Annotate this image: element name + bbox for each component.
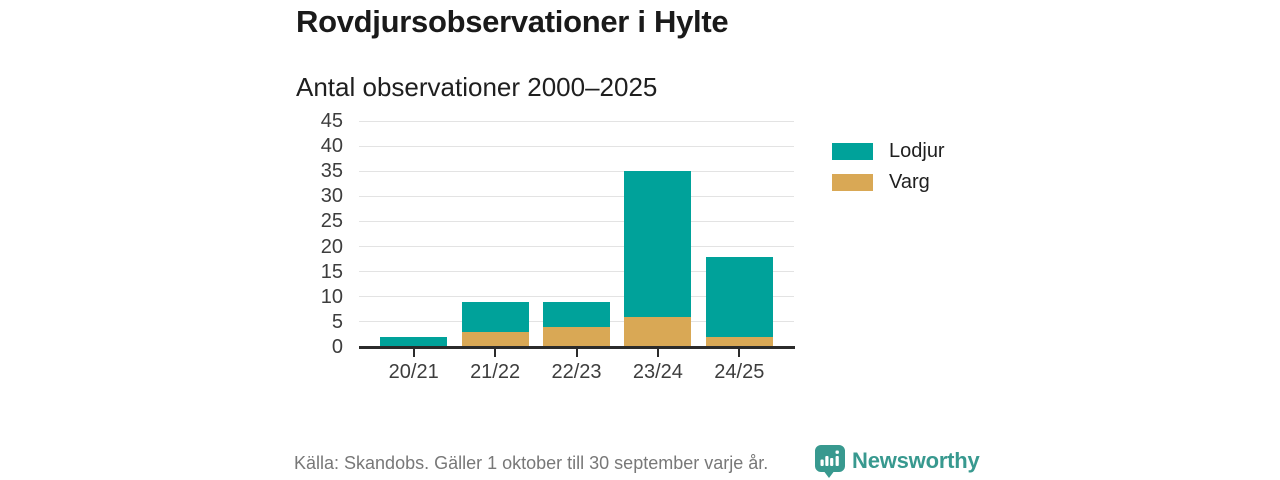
gridline-y-30 bbox=[359, 195, 794, 197]
bar-segment-lodjur-20-21 bbox=[380, 336, 448, 347]
gridline-y-20 bbox=[359, 246, 794, 248]
bar-segment-varg-22-23 bbox=[543, 326, 610, 347]
gridline-y-45 bbox=[359, 120, 794, 122]
legend-swatch-lodjur bbox=[832, 142, 873, 160]
y-tick-label-0: 0 bbox=[331, 336, 343, 358]
newsworthy-wordmark: Newsworthy bbox=[852, 448, 980, 473]
x-axis-line bbox=[359, 346, 795, 349]
y-tick-label-30: 30 bbox=[320, 185, 343, 208]
bar-segment-lodjur-24-25 bbox=[705, 256, 773, 337]
newsworthy-logo-icon bbox=[815, 444, 845, 478]
x-tick-21-22 bbox=[494, 349, 497, 357]
newsworthy-brand-link[interactable]: Newsworthy bbox=[815, 444, 980, 478]
legend-label-varg: Varg bbox=[889, 170, 930, 193]
y-tick-label-10: 10 bbox=[320, 285, 343, 308]
legend-swatch-varg bbox=[832, 173, 873, 191]
bar-segment-lodjur-21-22 bbox=[461, 301, 529, 332]
x-tick-24-25 bbox=[738, 349, 741, 357]
x-tick-20-21 bbox=[412, 349, 415, 357]
legend-item-varg: Varg bbox=[832, 170, 945, 193]
legend-item-lodjur: Lodjur bbox=[832, 139, 945, 162]
chart-subtitle: Antal observationer 2000–2025 bbox=[296, 71, 658, 102]
y-tick-label-40: 40 bbox=[320, 135, 343, 158]
plot-area bbox=[359, 120, 794, 347]
bar-22-23 bbox=[543, 301, 610, 347]
gridline-y-40 bbox=[359, 145, 794, 147]
x-tick-label-22-23: 22/23 bbox=[551, 361, 602, 383]
bar-segment-lodjur-23-24 bbox=[624, 171, 692, 317]
y-tick-label-25: 25 bbox=[320, 210, 343, 233]
bar-segment-lodjur-22-23 bbox=[543, 301, 610, 327]
x-tick-label-21-22: 21/22 bbox=[470, 361, 521, 383]
source-note: Källa: Skandobs. Gäller 1 oktober till 3… bbox=[294, 453, 769, 473]
y-tick-label-45: 45 bbox=[320, 110, 343, 132]
bar-segment-varg-21-22 bbox=[461, 331, 529, 347]
bar-23-24 bbox=[624, 171, 692, 347]
legend: Lodjur Varg bbox=[832, 139, 945, 203]
bar-segment-varg-24-25 bbox=[705, 336, 773, 347]
legend-label-lodjur: Lodjur bbox=[889, 139, 945, 162]
gridline-y-10 bbox=[359, 296, 794, 298]
bar-segment-varg-23-24 bbox=[624, 316, 692, 347]
gridline-y-35 bbox=[359, 170, 794, 172]
y-tick-label-5: 5 bbox=[331, 310, 343, 333]
y-tick-label-15: 15 bbox=[320, 260, 343, 283]
bar-24-25 bbox=[705, 256, 773, 347]
x-tick-label-23-24: 23/24 bbox=[632, 361, 683, 383]
x-tick-label-20-21: 20/21 bbox=[388, 361, 439, 383]
bar-21-22 bbox=[461, 301, 529, 347]
chart-title: Rovdjursobservationer i Hylte bbox=[296, 4, 729, 39]
x-tick-23-24 bbox=[656, 349, 659, 357]
bar-20-21 bbox=[380, 336, 448, 347]
gridline-y-15 bbox=[359, 271, 794, 273]
x-tick-22-23 bbox=[575, 349, 578, 357]
y-tick-label-35: 35 bbox=[320, 160, 343, 183]
x-tick-label-24-25: 24/25 bbox=[714, 361, 765, 383]
y-tick-label-20: 20 bbox=[320, 235, 343, 258]
gridline-y-25 bbox=[359, 220, 794, 222]
